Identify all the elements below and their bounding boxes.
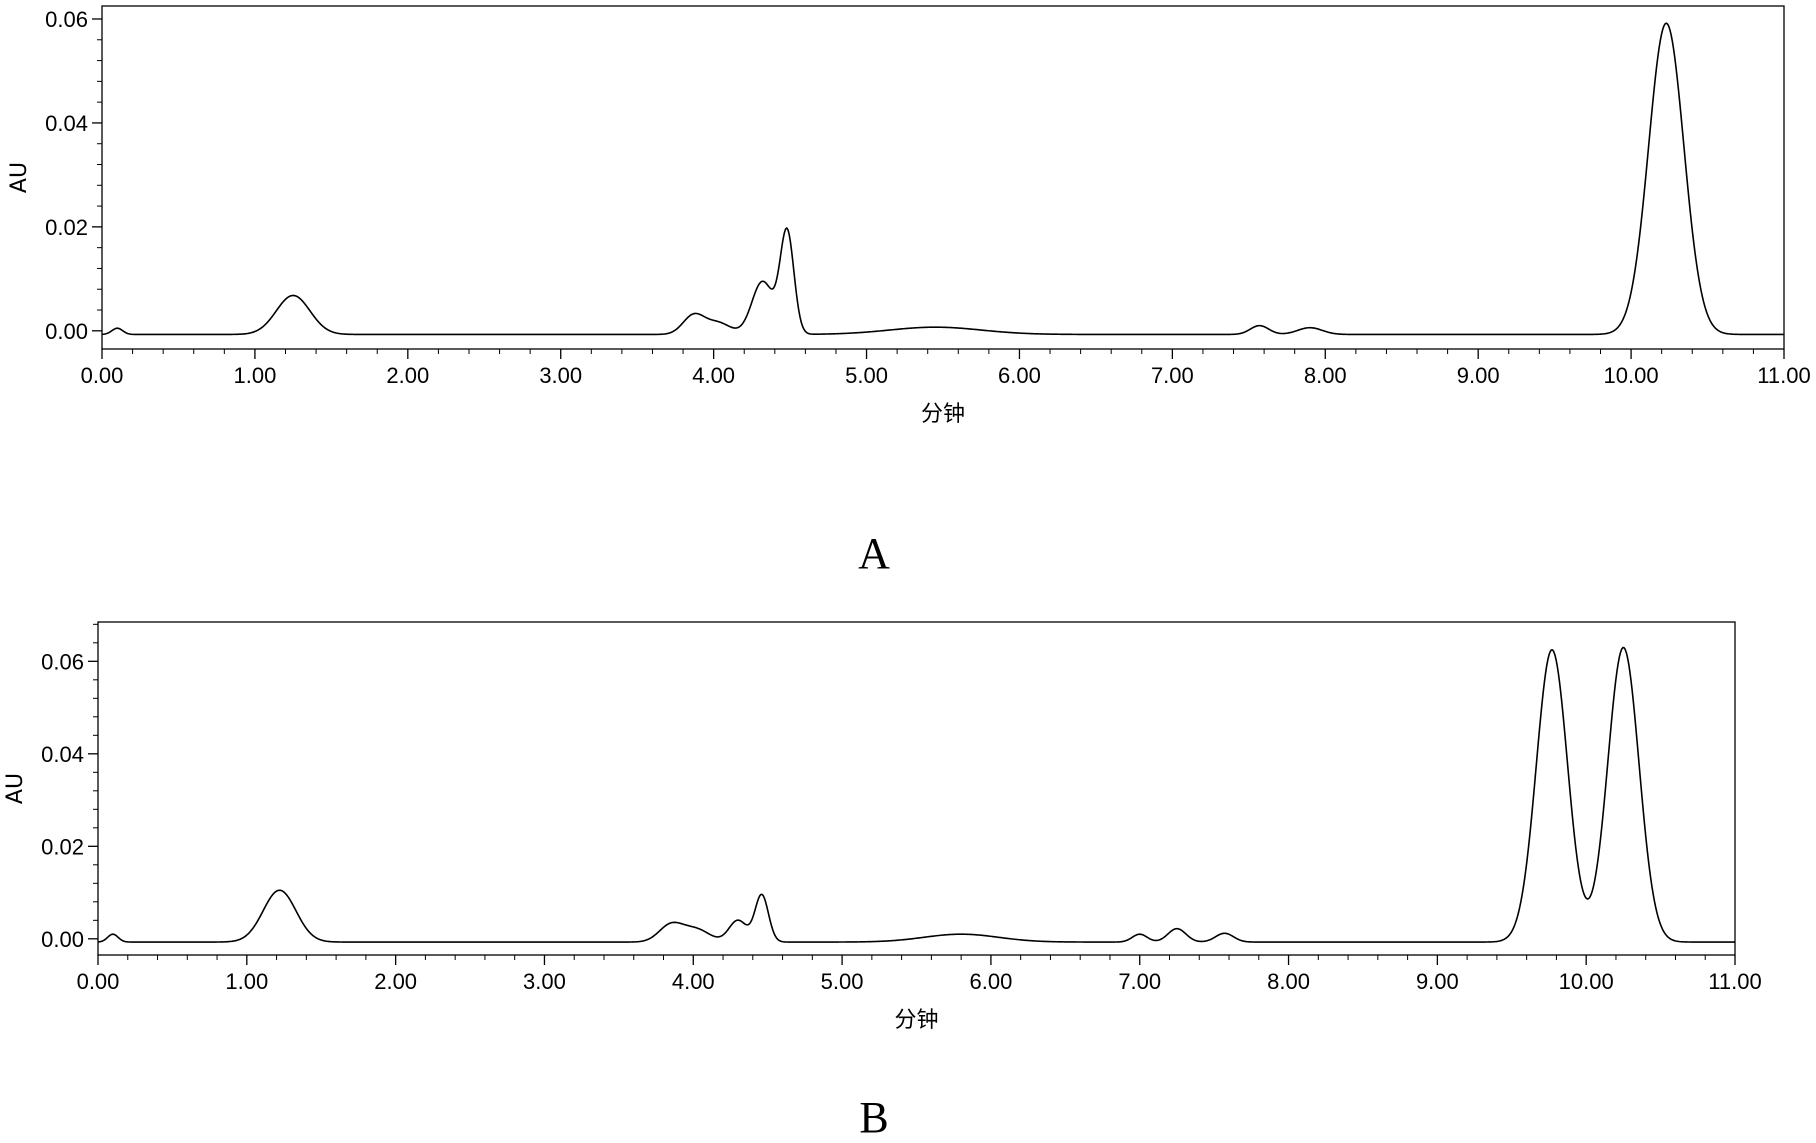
x-axis-title: 分钟 [921, 402, 965, 427]
panel-label-a: A [858, 528, 890, 579]
y-axis-title: AU [7, 162, 32, 193]
x-tick-label: 3.00 [539, 363, 582, 388]
x-tick-label: 5.00 [845, 363, 888, 388]
x-tick-label: 2.00 [374, 969, 417, 994]
signal-trace [98, 648, 1735, 942]
chromatogram-panel-b: 0.00 1.00 2.00 3.00 4.00 5.00 6.00 7.00 8.00 9.00… [0, 600, 1816, 1137]
y-tick-label: 0.04 [45, 111, 88, 136]
chromatogram-a: 0.00 1.00 2.00 3.00 4.00 5.00 6.00 7.00 8.00 9.00… [0, 0, 1816, 560]
x-tick-label: 6.00 [998, 363, 1041, 388]
y-tick-label: 0.04 [41, 742, 84, 767]
x-axis-title: 分钟 [894, 1008, 938, 1033]
x-tick-label: 4.00 [692, 363, 735, 388]
y-tick-label: 0.06 [41, 649, 84, 674]
plot-frame [98, 622, 1735, 955]
x-tick-label: 4.00 [672, 969, 715, 994]
x-tick-label: 10.00 [1559, 969, 1614, 994]
x-tick-label: 1.00 [225, 969, 268, 994]
x-tick-label: 5.00 [821, 969, 864, 994]
x-tick-label: 11.00 [1708, 969, 1761, 994]
chromatogram-b: 0.00 1.00 2.00 3.00 4.00 5.00 6.00 7.00 8.00 9.00… [0, 600, 1816, 1137]
x-tick-label: 9.00 [1416, 969, 1459, 994]
y-tick-label: 0.02 [41, 834, 84, 859]
x-tick-label: 0.00 [81, 363, 124, 388]
x-tick-label: 10.00 [1604, 363, 1659, 388]
x-tick-label: 0.00 [77, 969, 120, 994]
plot-frame [102, 6, 1784, 349]
y-tick-label: 0.06 [45, 7, 88, 32]
panel-label-b: B [859, 1092, 888, 1143]
y-axis-title: AU [3, 773, 28, 804]
x-tick-label: 8.00 [1304, 363, 1347, 388]
x-tick-label: 6.00 [969, 969, 1012, 994]
x-tick-label: 7.00 [1118, 969, 1161, 994]
y-tick-label: 0.00 [41, 927, 84, 952]
x-tick-label: 9.00 [1457, 363, 1500, 388]
x-tick-label: 2.00 [386, 363, 429, 388]
x-tick-label: 11.00 [1757, 363, 1810, 388]
y-tick-label: 0.02 [45, 215, 88, 240]
chromatogram-panel-a: 0.00 1.00 2.00 3.00 4.00 5.00 6.00 7.00 8.00 9.00… [0, 0, 1816, 560]
x-tick-label: 3.00 [523, 969, 566, 994]
x-tick-label: 7.00 [1151, 363, 1194, 388]
y-tick-label: 0.00 [45, 319, 88, 344]
signal-trace [102, 23, 1784, 334]
x-tick-label: 1.00 [233, 363, 276, 388]
x-tick-label: 8.00 [1267, 969, 1310, 994]
